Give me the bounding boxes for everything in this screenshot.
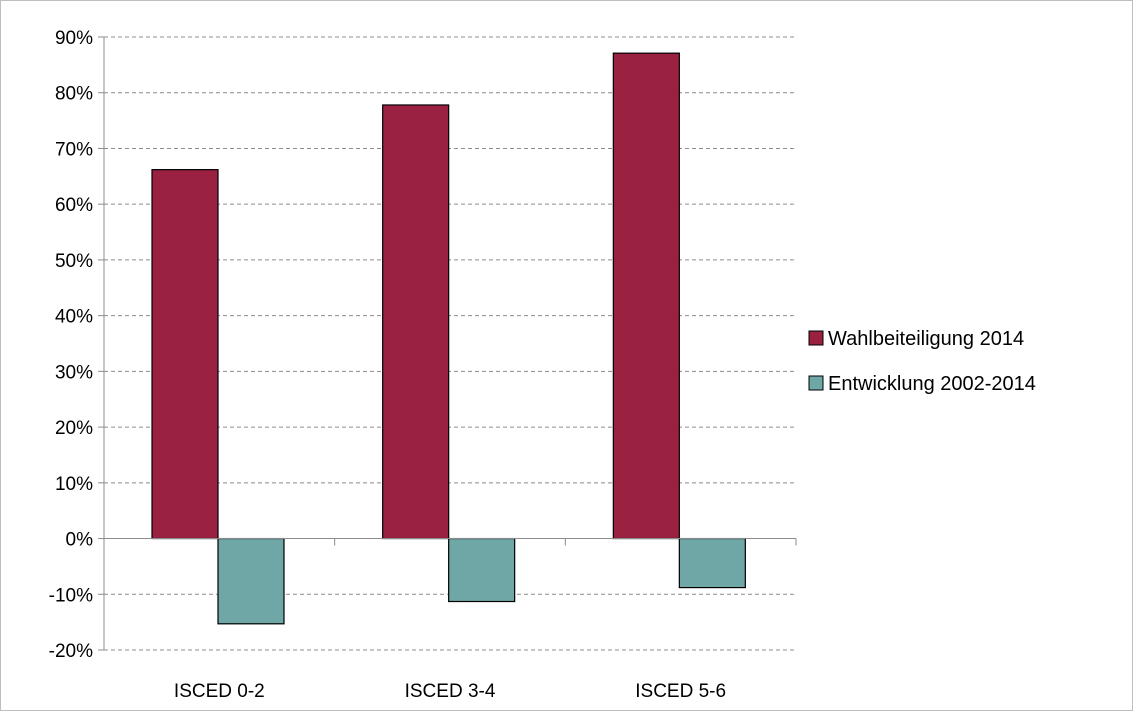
y-tick-label: 20% xyxy=(55,418,93,439)
y-tick-label: 50% xyxy=(55,251,93,272)
x-category-label: ISCED 5-6 xyxy=(635,681,726,702)
y-tick-label: 60% xyxy=(55,195,93,216)
y-axis: 90% 80% 70% 60% 50% 40% 30% 20% 10% 0% -10% -20% xyxy=(49,28,105,662)
legend-swatch xyxy=(808,375,824,391)
bar-entwicklung xyxy=(678,537,746,589)
legend: Wahlbeiteiligung 2014 Entwicklung 2002-20… xyxy=(808,328,1036,395)
bar-entwicklung xyxy=(448,537,516,603)
y-tick-label: 40% xyxy=(55,307,93,328)
y-tick-label: -20% xyxy=(49,641,93,662)
x-axis: ISCED 0-2 ISCED 3-4 ISCED 5-6 xyxy=(103,538,797,702)
x-category-label: ISCED 3-4 xyxy=(405,681,496,702)
bar-wahlbeteiligung xyxy=(612,52,680,540)
bar-wahlbeteiligung xyxy=(382,104,450,540)
y-tick-label: 70% xyxy=(55,139,93,160)
y-tick-label: 10% xyxy=(55,474,93,495)
legend-label: Wahlbeiteiligung 2014 xyxy=(828,328,1024,350)
x-category-label: ISCED 0-2 xyxy=(174,681,265,702)
y-tick-label: 80% xyxy=(55,84,93,105)
y-tick-label: 30% xyxy=(55,362,93,383)
y-tick-label: -10% xyxy=(49,585,93,606)
legend-swatch xyxy=(808,330,824,346)
bar-entwicklung xyxy=(217,537,285,625)
y-tick-label: 0% xyxy=(66,530,94,551)
bars xyxy=(151,52,746,625)
bar-wahlbeteiligung xyxy=(151,169,219,540)
y-tick-label: 90% xyxy=(55,28,93,49)
legend-label: Entwicklung 2002-2014 xyxy=(828,373,1036,395)
gridlines xyxy=(104,36,796,651)
